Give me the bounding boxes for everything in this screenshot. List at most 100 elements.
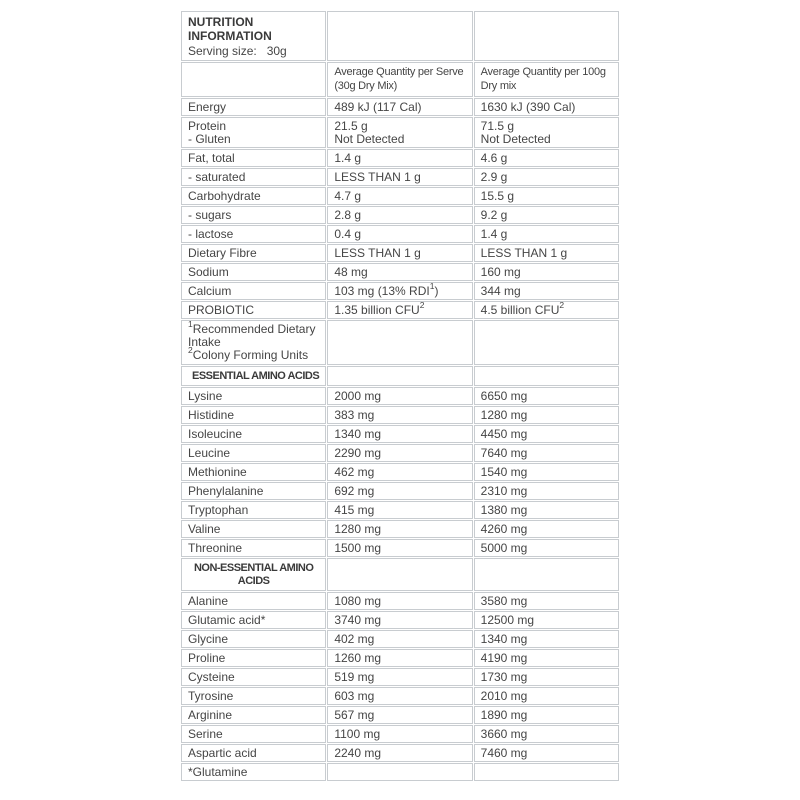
row-label-cell: Alanine [181, 592, 327, 610]
table-row: Carbohydrate 4.7 g 15.5 g [181, 187, 619, 205]
per-100g-value-cell: 4.6 g [473, 149, 619, 167]
table-row: Histidine 383 mg 1280 mg [181, 406, 619, 424]
serving-size-value: 30g [266, 44, 287, 58]
per-serve-value-cell: 3740 mg [327, 611, 473, 629]
per-100g-value-cell: 15.5 g [473, 187, 619, 205]
per-serve-value-cell: 567 mg [327, 706, 473, 724]
title-cell: NUTRITION INFORMATION Serving size: 30g [181, 11, 327, 61]
empty-cell [473, 320, 619, 365]
per-100g-value-cell: 12500 mg [473, 611, 619, 629]
table-row: Tyrosine 603 mg 2010 mg [181, 687, 619, 705]
table-row: - lactose 0.4 g 1.4 g [181, 225, 619, 243]
empty-cell [327, 320, 473, 365]
per-serve-value-cell: 519 mg [327, 668, 473, 686]
column-header-row: Average Quantity per Serve (30g Dry Mix) … [181, 62, 619, 97]
row-label-cell: Dietary Fibre [181, 244, 327, 262]
row-label-cell: Cysteine [181, 668, 327, 686]
row-label-cell: Threonine [181, 539, 327, 557]
footnotes-cell: 1Recommended Dietary Intake 2Colony Formi… [181, 320, 327, 365]
row-label-cell: Energy [181, 98, 327, 116]
per-serve-value-cell: 103 mg (13% RDI1) [327, 282, 473, 300]
per-serve-value-cell: 2.8 g [327, 206, 473, 224]
row-label-cell: Fat, total [181, 149, 327, 167]
per-serve-value-cell: 383 mg [327, 406, 473, 424]
row-label-cell: Histidine [181, 406, 327, 424]
per-100g-value-cell [473, 763, 619, 781]
per-100g-value-cell: 2.9 g [473, 168, 619, 186]
row-label-cell: Protein - Gluten [181, 117, 327, 148]
col-header-per-serve: Average Quantity per Serve (30g Dry Mix) [327, 62, 473, 97]
serving-size-label: Serving size: [188, 44, 257, 58]
per-serve-value-cell: 1280 mg [327, 520, 473, 538]
row-label-cell: Calcium [181, 282, 327, 300]
row-label-cell: - saturated [181, 168, 327, 186]
per-serve-value-cell: LESS THAN 1 g [327, 244, 473, 262]
row-label-cell: Aspartic acid [181, 744, 327, 762]
per-serve-value-cell: 1260 mg [327, 649, 473, 667]
table-row: Methionine 462 mg 1540 mg [181, 463, 619, 481]
row-label-cell: Tyrosine [181, 687, 327, 705]
per-100g-value-cell: 1890 mg [473, 706, 619, 724]
per-100g-value-cell: 9.2 g [473, 206, 619, 224]
table-row: Dietary Fibre LESS THAN 1 g LESS THAN 1 g [181, 244, 619, 262]
col-header-per-100g: Average Quantity per 100g Dry mix [473, 62, 619, 97]
nutrition-table: NUTRITION INFORMATION Serving size: 30g A… [180, 10, 620, 782]
row-label-cell: Methionine [181, 463, 327, 481]
empty-cell [327, 11, 473, 61]
per-100g-value-cell: 160 mg [473, 263, 619, 281]
row-label-cell: Phenylalanine [181, 482, 327, 500]
section-row: ESSENTIAL AMINO ACIDS [181, 366, 619, 386]
per-serve-value-cell: 2290 mg [327, 444, 473, 462]
row-label-cell: - sugars [181, 206, 327, 224]
per-serve-value-cell: 1340 mg [327, 425, 473, 443]
table-row: PROBIOTIC 1.35 billion CFU2 4.5 billion CF… [181, 301, 619, 319]
per-100g-value-cell: 4450 mg [473, 425, 619, 443]
per-serve-value-cell: 4.7 g [327, 187, 473, 205]
table-row: Sodium 48 mg 160 mg [181, 263, 619, 281]
table-row: *Glutamine [181, 763, 619, 781]
serving-size-line: Serving size: 30g [188, 44, 321, 58]
per-serve-value-cell: 462 mg [327, 463, 473, 481]
per-serve-value-cell: LESS THAN 1 g [327, 168, 473, 186]
table-row: - saturated LESS THAN 1 g 2.9 g [181, 168, 619, 186]
row-label-cell: Arginine [181, 706, 327, 724]
per-100g-value-cell: 5000 mg [473, 539, 619, 557]
row-label-cell: Serine [181, 725, 327, 743]
per-serve-value-cell [327, 763, 473, 781]
row-label-cell: Glutamic acid* [181, 611, 327, 629]
table-row: Glutamic acid* 3740 mg 12500 mg [181, 611, 619, 629]
per-100g-value-cell: 7460 mg [473, 744, 619, 762]
table-row: - sugars 2.8 g 9.2 g [181, 206, 619, 224]
row-label-cell: Isoleucine [181, 425, 327, 443]
per-serve-value-cell: 415 mg [327, 501, 473, 519]
per-100g-value-cell: 1380 mg [473, 501, 619, 519]
empty-cell [473, 11, 619, 61]
per-100g-value-cell: 1730 mg [473, 668, 619, 686]
table-row: Proline 1260 mg 4190 mg [181, 649, 619, 667]
row-label-cell: Sodium [181, 263, 327, 281]
table-row: Calcium 103 mg (13% RDI1) 344 mg [181, 282, 619, 300]
table-row: Tryptophan 415 mg 1380 mg [181, 501, 619, 519]
per-serve-value-cell: 692 mg [327, 482, 473, 500]
empty-cell [473, 366, 619, 386]
per-serve-value-cell: 2240 mg [327, 744, 473, 762]
per-serve-value-cell: 1080 mg [327, 592, 473, 610]
table-title: NUTRITION INFORMATION [188, 15, 272, 43]
per-100g-value-cell: 344 mg [473, 282, 619, 300]
per-serve-value-cell: 1100 mg [327, 725, 473, 743]
per-serve-value-cell: 21.5 g Not Detected [327, 117, 473, 148]
row-label-cell: Lysine [181, 387, 327, 405]
per-100g-value-cell: 1280 mg [473, 406, 619, 424]
per-serve-value-cell: 1.4 g [327, 149, 473, 167]
row-label-cell: - lactose [181, 225, 327, 243]
table-row: Arginine 567 mg 1890 mg [181, 706, 619, 724]
row-label-cell: *Glutamine [181, 763, 327, 781]
per-100g-value-cell: 6650 mg [473, 387, 619, 405]
table-row: Cysteine 519 mg 1730 mg [181, 668, 619, 686]
per-serve-value-cell: 603 mg [327, 687, 473, 705]
section-header-cell: ESSENTIAL AMINO ACIDS [181, 366, 327, 386]
per-serve-value-cell: 48 mg [327, 263, 473, 281]
per-100g-value-cell: 71.5 g Not Detected [473, 117, 619, 148]
